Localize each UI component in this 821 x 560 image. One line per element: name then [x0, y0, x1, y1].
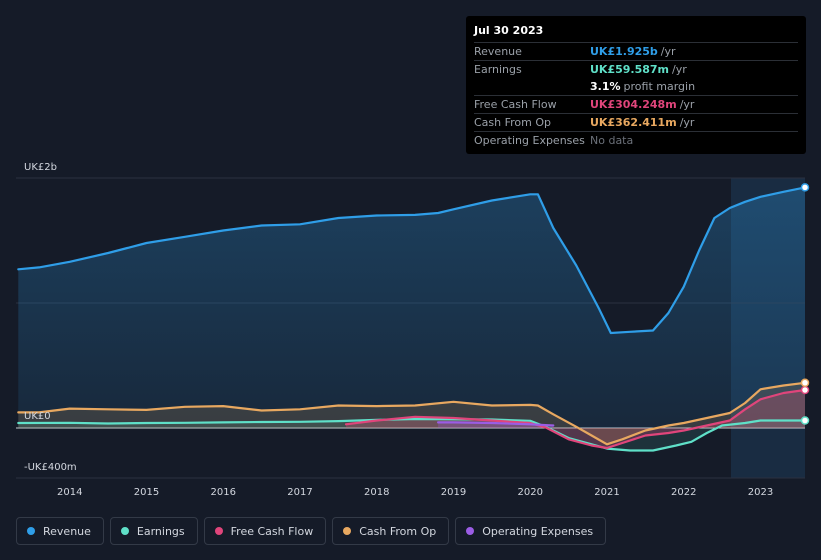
revenue-line: [17, 186, 807, 335]
x-tick-label: 2018: [364, 487, 389, 498]
legend-item-free-cash-flow[interactable]: Free Cash Flow: [203, 517, 327, 545]
tooltip: Jul 30 2023 Revenue UK£1.925b /yr Earnin…: [466, 16, 806, 154]
tooltip-value: UK£1.925b: [590, 45, 658, 58]
tooltip-row-cash-from-op: Cash From Op UK£362.411m /yr: [474, 114, 798, 132]
cash-from-op-dot-icon: [343, 527, 352, 535]
tooltip-label: Operating Expenses: [474, 134, 585, 147]
tooltip-value: UK£59.587m: [590, 63, 670, 76]
tooltip-unit: profit margin: [623, 80, 696, 93]
cash-from-op-line: [17, 381, 807, 446]
legend: Revenue Earnings Free Cash Flow Cash Fro…: [16, 517, 607, 545]
legend-item-revenue[interactable]: Revenue: [16, 517, 104, 545]
earnings-dot-icon: [120, 527, 129, 535]
legend-label: Free Cash Flow: [230, 524, 314, 538]
tooltip-unit: /yr: [679, 116, 695, 129]
tooltip-row-profit-margin: 3.1% profit margin: [474, 78, 798, 96]
free-cash-flow-dot-icon: [214, 527, 223, 535]
x-tick-label: 2015: [134, 487, 159, 498]
tooltip-label: Free Cash Flow: [474, 98, 557, 111]
revenue-endpoint: [800, 183, 810, 192]
tooltip-label: [474, 78, 590, 95]
revenue-dot-icon: [27, 527, 35, 535]
x-tick-label: 2019: [441, 487, 466, 498]
revenue-area: [18, 187, 806, 428]
x-tick-label: 2022: [671, 487, 696, 498]
tooltip-value: UK£362.411m: [590, 116, 677, 129]
operating-expenses-line: [437, 421, 555, 427]
tooltip-label: Cash From Op: [474, 116, 552, 129]
tooltip-label: Revenue: [474, 45, 522, 58]
tooltip-unit: /yr: [660, 45, 676, 58]
x-tick-label: 2023: [748, 487, 773, 498]
x-tick-label: 2020: [518, 487, 543, 498]
cash-from-op-endpoint: [800, 378, 810, 387]
free-cash-flow-line: [344, 388, 807, 450]
earnings-endpoint: [800, 416, 810, 425]
tooltip-row-earnings: Earnings UK£59.587m /yr: [474, 61, 798, 78]
legend-item-earnings[interactable]: Earnings: [109, 517, 198, 545]
legend-label: Operating Expenses: [482, 524, 594, 538]
tooltip-value: No data: [590, 134, 634, 147]
tooltip-row-free-cash-flow: Free Cash Flow UK£304.248m /yr: [474, 96, 798, 114]
x-tick-label: 2017: [287, 487, 312, 498]
legend-label: Revenue: [43, 524, 91, 538]
operating-expenses-area: [438, 422, 554, 428]
tooltip-unit: /yr: [672, 63, 687, 76]
legend-item-operating-expenses[interactable]: Operating Expenses: [455, 517, 607, 545]
operating-expenses-dot-icon: [466, 527, 475, 535]
legend-label: Cash From Op: [359, 524, 437, 538]
legend-item-cash-from-op[interactable]: Cash From Op: [332, 517, 450, 545]
tooltip-date: Jul 30 2023: [474, 24, 798, 43]
free-cash-flow-endpoint: [800, 385, 810, 395]
cash-from-op-area: [18, 382, 806, 445]
tooltip-value: UK£304.248m: [590, 98, 677, 111]
x-tick-label: 2021: [594, 487, 619, 498]
tooltip-label: Earnings: [474, 63, 522, 76]
legend-label: Earnings: [136, 524, 185, 538]
earnings-area: [18, 419, 806, 451]
tooltip-value: 3.1%: [590, 80, 621, 93]
y-tick-label: UK£2b: [24, 162, 57, 173]
x-tick-label: 2014: [57, 487, 82, 498]
x-tick-label: 2016: [211, 487, 236, 498]
y-tick-label: -UK£400m: [24, 462, 77, 473]
tooltip-unit: /yr: [679, 98, 695, 111]
y-tick-label: UK£0: [24, 411, 51, 422]
tooltip-row-operating-expenses: Operating Expenses No data: [474, 132, 798, 149]
tooltip-row-revenue: Revenue UK£1.925b /yr: [474, 43, 798, 61]
